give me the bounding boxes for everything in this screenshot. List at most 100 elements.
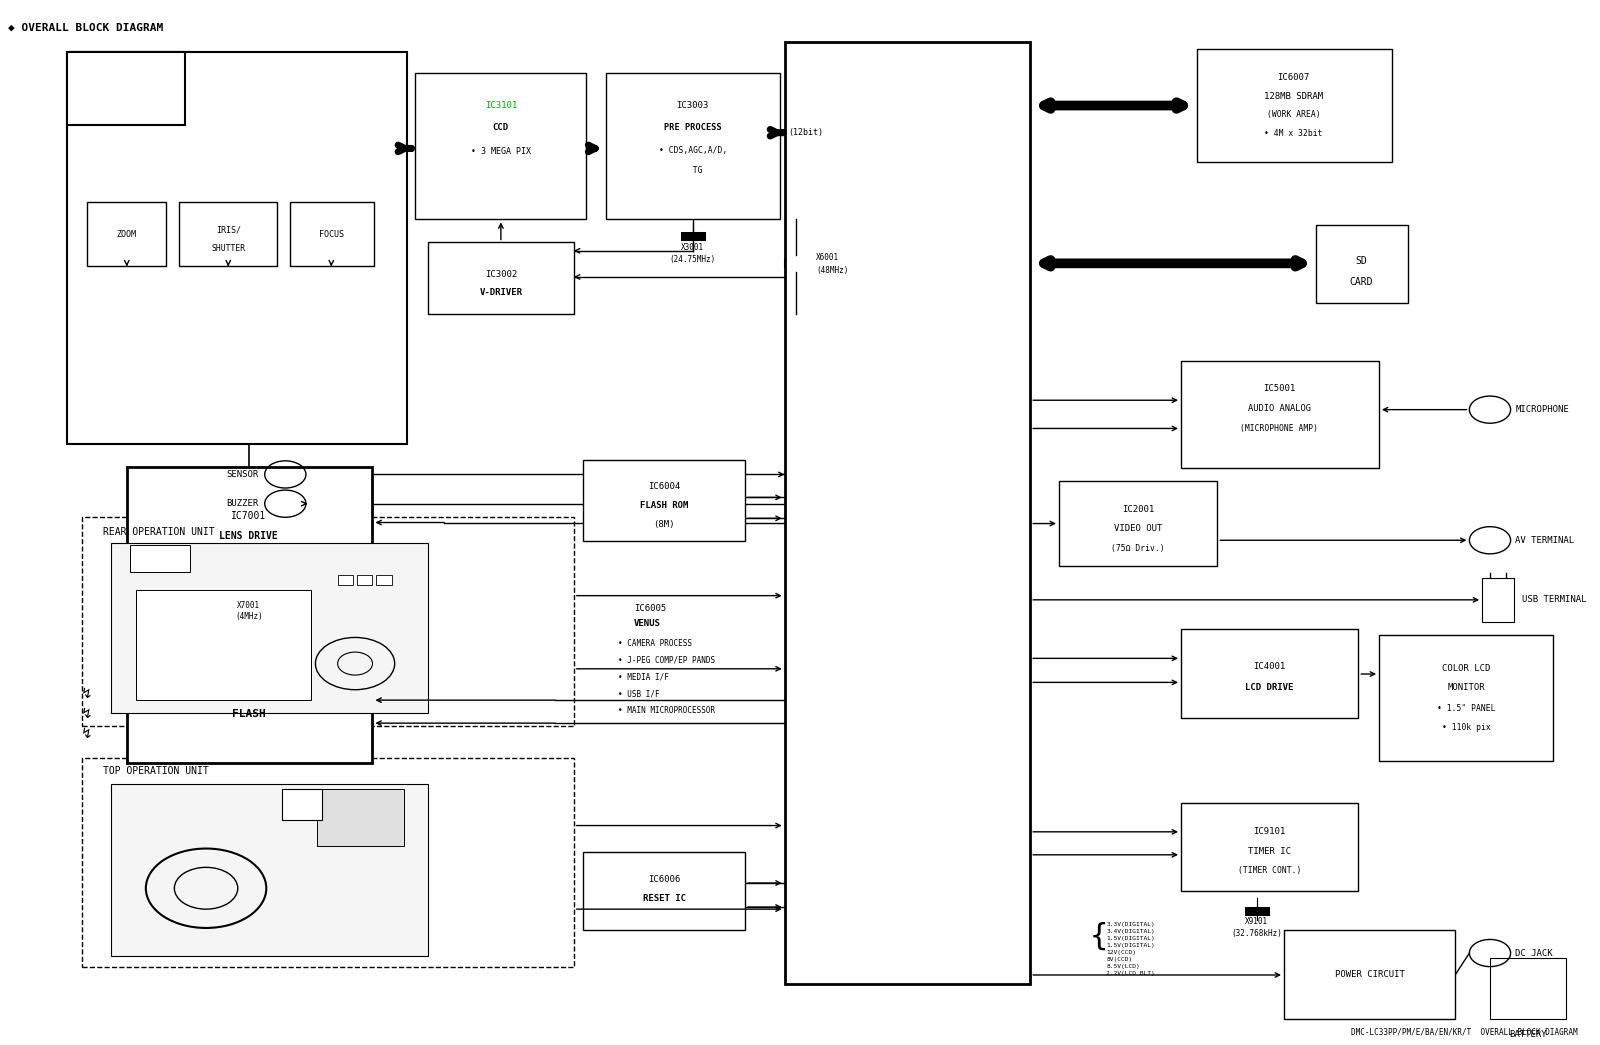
Text: CARD: CARD	[1350, 277, 1373, 287]
Text: MICROPHONE: MICROPHONE	[1515, 405, 1570, 414]
FancyBboxPatch shape	[784, 42, 1030, 984]
Text: • MEDIA I/F: • MEDIA I/F	[618, 673, 669, 681]
Text: VIDEO OUT: VIDEO OUT	[1114, 525, 1162, 533]
FancyBboxPatch shape	[1181, 803, 1358, 891]
Text: IC3003: IC3003	[677, 101, 709, 110]
FancyBboxPatch shape	[1059, 481, 1218, 566]
FancyBboxPatch shape	[130, 545, 190, 572]
Text: BATTERY: BATTERY	[1509, 1030, 1547, 1039]
FancyBboxPatch shape	[1181, 629, 1358, 718]
Text: ◆ OVERALL BLOCK DIAGRAM: ◆ OVERALL BLOCK DIAGRAM	[8, 23, 163, 33]
FancyBboxPatch shape	[317, 789, 405, 846]
FancyBboxPatch shape	[1197, 49, 1392, 162]
Text: DC JACK: DC JACK	[1515, 949, 1554, 957]
FancyBboxPatch shape	[338, 575, 354, 585]
FancyBboxPatch shape	[136, 590, 310, 700]
FancyBboxPatch shape	[1482, 578, 1514, 622]
Text: (75Ω Driv.): (75Ω Driv.)	[1112, 544, 1165, 553]
Text: {: {	[1090, 922, 1107, 951]
FancyBboxPatch shape	[1315, 225, 1408, 303]
Text: • 3 MEGA PIX: • 3 MEGA PIX	[470, 147, 531, 156]
Text: • 4M x 32bit: • 4M x 32bit	[1264, 130, 1323, 138]
Text: COLOR LCD: COLOR LCD	[1442, 665, 1491, 673]
Text: (WORK AREA): (WORK AREA)	[1267, 111, 1320, 119]
Text: • CAMERA PROCESS: • CAMERA PROCESS	[618, 640, 693, 648]
FancyBboxPatch shape	[67, 52, 408, 444]
FancyBboxPatch shape	[605, 73, 779, 219]
Text: (4MHz): (4MHz)	[235, 612, 262, 621]
Text: (MICROPHONE AMP): (MICROPHONE AMP)	[1240, 424, 1318, 433]
FancyBboxPatch shape	[110, 543, 427, 713]
Text: 128MB SDRAM: 128MB SDRAM	[1264, 92, 1323, 100]
Text: POWER CIRCUIT: POWER CIRCUIT	[1334, 971, 1405, 979]
FancyBboxPatch shape	[67, 52, 186, 125]
FancyBboxPatch shape	[416, 73, 587, 219]
Text: MONITOR: MONITOR	[1448, 683, 1485, 692]
FancyBboxPatch shape	[1283, 930, 1454, 1019]
FancyBboxPatch shape	[126, 666, 373, 763]
Text: X6001: X6001	[816, 253, 840, 261]
Text: TIMER IC: TIMER IC	[1248, 847, 1291, 856]
Text: SHUTTER: SHUTTER	[211, 245, 245, 253]
FancyBboxPatch shape	[1181, 361, 1379, 468]
Text: IC5001: IC5001	[1262, 385, 1296, 393]
FancyBboxPatch shape	[1379, 635, 1554, 761]
FancyBboxPatch shape	[290, 202, 374, 266]
Text: X9101: X9101	[1245, 918, 1269, 926]
FancyBboxPatch shape	[376, 575, 392, 585]
FancyBboxPatch shape	[1490, 958, 1566, 1019]
Text: IRIS/: IRIS/	[216, 226, 240, 234]
FancyBboxPatch shape	[427, 242, 574, 314]
FancyBboxPatch shape	[179, 202, 277, 266]
Text: BUZZER: BUZZER	[226, 500, 258, 508]
Text: IC4001: IC4001	[1253, 663, 1286, 671]
FancyBboxPatch shape	[584, 852, 746, 930]
Text: IC6005: IC6005	[634, 604, 666, 612]
Text: • J-PEG COMP/EP PANDS: • J-PEG COMP/EP PANDS	[618, 656, 715, 665]
Text: IC7001: IC7001	[232, 511, 267, 521]
Text: VENUS: VENUS	[634, 620, 661, 628]
Text: FLASH ROM: FLASH ROM	[640, 502, 688, 510]
Text: (TIMER CONT.): (TIMER CONT.)	[1238, 866, 1301, 875]
Text: AUDIO ANALOG: AUDIO ANALOG	[1248, 404, 1310, 413]
Text: SD: SD	[1355, 256, 1368, 266]
Text: FOCUS: FOCUS	[318, 230, 344, 238]
Text: IC6006: IC6006	[648, 876, 680, 884]
Text: REAR OPERATION UNIT: REAR OPERATION UNIT	[102, 527, 214, 537]
Text: (48MHz): (48MHz)	[816, 266, 848, 275]
Text: CCD: CCD	[493, 123, 509, 132]
Text: IC6004: IC6004	[648, 483, 680, 491]
Text: ↯: ↯	[82, 726, 93, 741]
Text: IC2001: IC2001	[1122, 506, 1154, 514]
FancyBboxPatch shape	[126, 467, 373, 577]
Text: DMC-LC33PP/PM/E/BA/EN/KR/T  OVERALL BLOCK DIAGRAM: DMC-LC33PP/PM/E/BA/EN/KR/T OVERALL BLOCK…	[1350, 1027, 1578, 1037]
Text: LENS DRIVE: LENS DRIVE	[219, 531, 278, 541]
Text: 3.3V(DIGITAL)
3.4V(DIGITAL)
1.5V(DIGITAL)
1.5V(DIGITAL)
12V(CCD)
8V(CCD)
8.5V(LC: 3.3V(DIGITAL) 3.4V(DIGITAL) 1.5V(DIGITAL…	[1106, 922, 1155, 976]
Text: IC9101: IC9101	[1253, 828, 1286, 836]
FancyBboxPatch shape	[83, 758, 574, 967]
Text: TG: TG	[683, 166, 702, 175]
Text: (24.75MHz): (24.75MHz)	[669, 255, 715, 263]
Text: (32.768kHz): (32.768kHz)	[1232, 929, 1283, 937]
Text: IC3002: IC3002	[485, 271, 517, 279]
Text: X3001: X3001	[682, 243, 704, 252]
Text: LCD DRIVE: LCD DRIVE	[1245, 683, 1294, 692]
Text: • 1.5" PANEL: • 1.5" PANEL	[1437, 704, 1496, 713]
Text: V-DRIVER: V-DRIVER	[480, 288, 522, 297]
Text: ZOOM: ZOOM	[117, 230, 138, 238]
Text: (8M): (8M)	[653, 520, 675, 529]
FancyBboxPatch shape	[584, 460, 746, 541]
FancyBboxPatch shape	[357, 575, 373, 585]
Text: ↯: ↯	[82, 687, 93, 701]
Text: AV TERMINAL: AV TERMINAL	[1515, 536, 1574, 544]
Text: IC6007: IC6007	[1277, 73, 1309, 82]
FancyBboxPatch shape	[86, 202, 166, 266]
Text: RESET IC: RESET IC	[643, 895, 686, 903]
Text: • CDS,AGC,A/D,: • CDS,AGC,A/D,	[659, 146, 726, 155]
Text: FLASH: FLASH	[232, 709, 266, 719]
Text: • USB I/F: • USB I/F	[618, 690, 659, 698]
Text: USB TERMINAL: USB TERMINAL	[1522, 596, 1586, 604]
Text: SENSOR: SENSOR	[226, 470, 258, 479]
Text: ↯: ↯	[82, 706, 93, 721]
Text: • 110k pix: • 110k pix	[1442, 723, 1491, 732]
